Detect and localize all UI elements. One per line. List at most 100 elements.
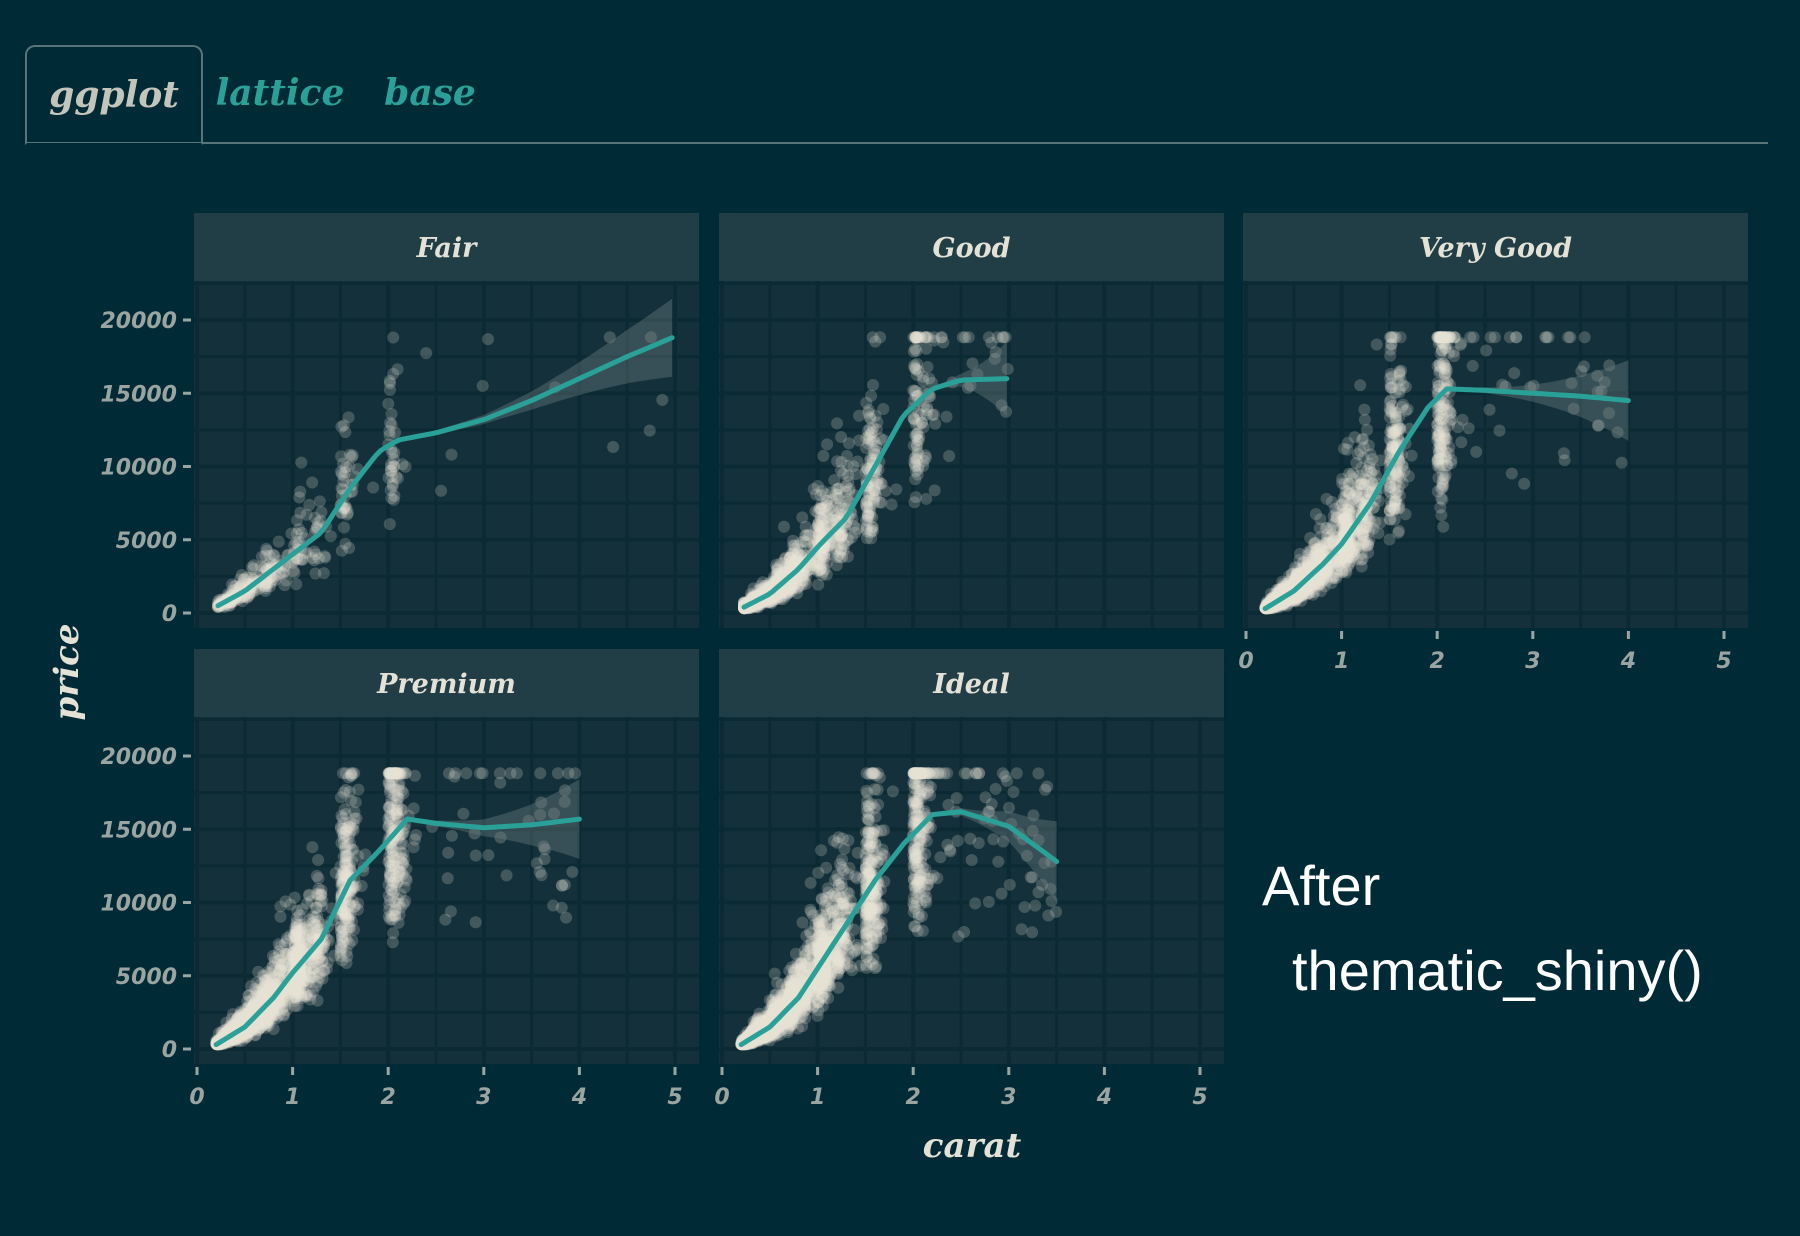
data-point — [388, 446, 401, 459]
data-point — [861, 514, 874, 527]
x-tick-label: 2 — [1430, 649, 1445, 674]
data-point — [1388, 513, 1401, 526]
data-point — [814, 519, 827, 532]
data-point — [1393, 365, 1406, 378]
data-point — [927, 334, 940, 347]
data-point — [1386, 399, 1399, 412]
data-point — [260, 577, 273, 590]
data-point — [940, 410, 953, 423]
data-point — [792, 548, 805, 561]
data-point — [918, 331, 931, 344]
data-point — [314, 514, 327, 527]
data-point — [1438, 368, 1451, 381]
facet-strip — [719, 213, 1224, 281]
data-point — [813, 522, 826, 535]
data-point — [324, 530, 337, 543]
data-point — [237, 577, 250, 590]
data-point — [382, 397, 395, 410]
data-point — [813, 558, 826, 571]
data-point — [389, 426, 402, 439]
data-point — [837, 537, 850, 550]
data-point — [915, 417, 928, 430]
data-point — [920, 492, 933, 505]
data-point — [335, 468, 348, 480]
data-point — [566, 865, 579, 878]
tab-bar: ggplot lattice base — [25, 45, 1768, 145]
data-point — [390, 470, 403, 483]
data-point — [907, 412, 920, 425]
data-point — [1372, 527, 1385, 540]
data-point — [818, 563, 831, 576]
data-point — [910, 454, 923, 467]
data-point — [1320, 492, 1333, 505]
data-point — [338, 521, 350, 534]
data-point — [917, 421, 930, 434]
data-point — [247, 562, 260, 575]
data-point — [983, 331, 995, 344]
data-point — [387, 367, 400, 380]
data-point — [915, 416, 928, 429]
data-point — [849, 526, 862, 539]
data-point — [1483, 403, 1496, 416]
data-point — [829, 498, 842, 511]
data-point — [833, 482, 845, 495]
data-point — [386, 447, 399, 459]
tab-lattice[interactable]: lattice — [215, 72, 345, 114]
data-point — [784, 556, 797, 569]
data-point — [387, 331, 400, 344]
data-point — [277, 567, 290, 580]
data-point — [274, 910, 287, 923]
data-point — [1484, 331, 1497, 344]
data-point — [807, 562, 820, 575]
data-point — [787, 539, 800, 552]
data-point — [410, 828, 423, 841]
data-point — [267, 548, 280, 561]
data-point — [830, 488, 842, 501]
data-point — [910, 430, 923, 443]
data-point — [1385, 435, 1398, 448]
data-point — [831, 455, 844, 468]
data-point — [814, 562, 827, 575]
x-tick-label: 4 — [1620, 649, 1636, 674]
data-point — [917, 454, 930, 467]
data-point — [534, 767, 547, 780]
data-point — [341, 508, 354, 521]
data-point — [789, 554, 801, 567]
data-point — [260, 580, 273, 593]
data-point — [797, 568, 810, 581]
data-point — [1310, 545, 1323, 558]
data-point — [912, 364, 925, 377]
data-point — [1480, 344, 1493, 357]
data-point — [763, 595, 776, 608]
data-point — [772, 570, 785, 583]
data-point — [294, 506, 307, 519]
data-point — [790, 552, 803, 565]
data-point — [782, 586, 795, 599]
data-point — [774, 566, 787, 579]
tab-ggplot[interactable]: ggplot — [25, 45, 203, 145]
data-point — [1369, 515, 1382, 528]
data-point — [911, 331, 924, 344]
data-point — [778, 520, 790, 533]
facet-strip-label: Premium — [376, 669, 516, 700]
data-point — [863, 411, 876, 424]
data-point — [921, 401, 934, 414]
data-point — [833, 501, 846, 514]
data-point — [799, 536, 812, 548]
data-point — [864, 503, 877, 516]
facet-strip-label: Fair — [416, 233, 478, 264]
data-point — [874, 432, 887, 445]
data-point — [909, 491, 922, 504]
data-point — [787, 581, 800, 594]
data-point — [794, 536, 807, 549]
tab-base[interactable]: base — [384, 72, 476, 114]
data-point — [821, 494, 834, 507]
data-point — [1456, 413, 1469, 426]
data-point — [788, 554, 801, 567]
data-point — [959, 331, 972, 344]
data-point — [267, 573, 280, 586]
data-point — [1433, 439, 1446, 451]
data-point — [816, 558, 829, 570]
data-point — [909, 362, 922, 375]
